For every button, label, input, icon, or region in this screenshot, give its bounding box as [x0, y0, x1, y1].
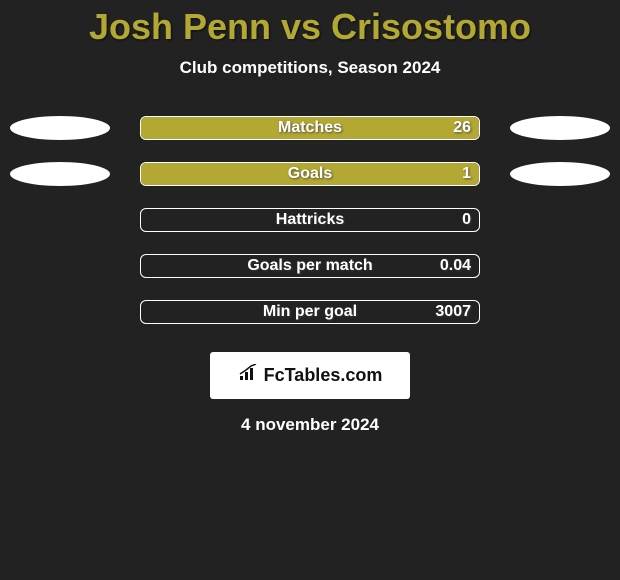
player-oval-left — [10, 116, 110, 140]
stat-label: Matches — [278, 119, 342, 137]
stat-label: Goals per match — [247, 257, 372, 275]
logo-text: FcTables.com — [238, 364, 383, 387]
stat-value-right: 1 — [462, 165, 471, 183]
date-text: 4 november 2024 — [241, 415, 379, 435]
stat-row: Goals per match 0.04 — [0, 254, 620, 278]
stat-row: Min per goal 3007 — [0, 300, 620, 324]
player-oval-right — [510, 116, 610, 140]
stat-row: Goals 1 — [0, 162, 620, 186]
stat-label: Hattricks — [276, 211, 344, 229]
stat-value-right: 26 — [453, 119, 471, 137]
stat-value-right: 0 — [462, 211, 471, 229]
player-oval-right — [510, 162, 610, 186]
logo-label: FcTables.com — [264, 365, 383, 386]
comparison-infographic: Josh Penn vs Crisostomo Club competition… — [0, 0, 620, 580]
page-subtitle: Club competitions, Season 2024 — [180, 58, 441, 78]
player-oval-left — [10, 162, 110, 186]
stat-value-right: 0.04 — [440, 257, 471, 275]
stat-bar-track: Matches 26 — [140, 116, 480, 140]
stat-row: Matches 26 — [0, 116, 620, 140]
stats-area: Matches 26 Goals 1 Hattricks 0 Goals per match… — [0, 116, 620, 324]
stat-bar-track: Min per goal 3007 — [140, 300, 480, 324]
bar-chart-icon — [238, 364, 260, 387]
logo-box: FcTables.com — [210, 352, 411, 399]
stat-row: Hattricks 0 — [0, 208, 620, 232]
page-title: Josh Penn vs Crisostomo — [89, 6, 531, 48]
stat-value-right: 3007 — [435, 303, 471, 321]
stat-label: Goals — [288, 165, 332, 183]
stat-label: Min per goal — [263, 303, 357, 321]
stat-bar-track: Hattricks 0 — [140, 208, 480, 232]
stat-bar-track: Goals 1 — [140, 162, 480, 186]
stat-bar-track: Goals per match 0.04 — [140, 254, 480, 278]
